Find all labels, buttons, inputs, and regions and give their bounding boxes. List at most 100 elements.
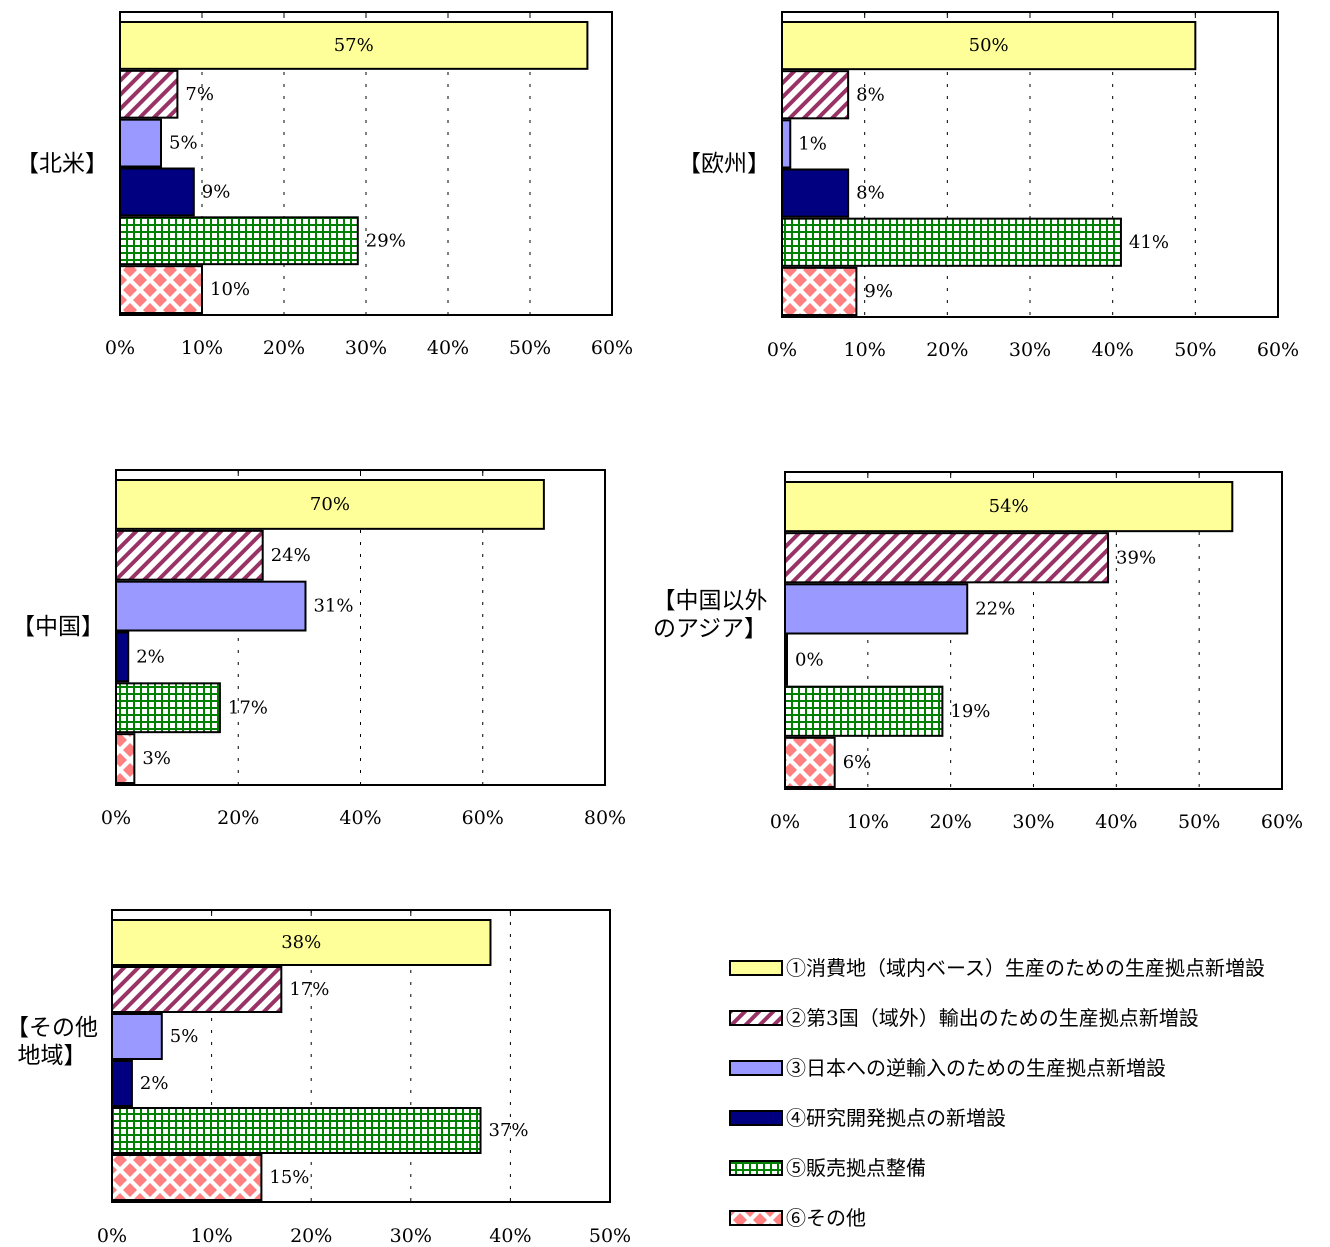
- region-chart-1: 57% 7% 5% 9% 29% 10% 0% 10% 20% 30% 40% 50% 60% 【北米】: [16, 11, 633, 359]
- bar-series-6: [115, 733, 136, 785]
- x-tick-label: 40%: [489, 1225, 531, 1247]
- legend-swatch: [729, 960, 783, 976]
- bar-series-1: [115, 479, 545, 530]
- data-label: 29%: [366, 230, 406, 251]
- data-label: 22%: [975, 598, 1015, 619]
- bar-series-3: [781, 119, 792, 169]
- x-tick-label: 0%: [97, 1225, 127, 1247]
- bar-series-6: [781, 266, 858, 317]
- legend-item-4: ④研究開発拠点の新増設: [729, 1106, 1006, 1130]
- region-label: 【北米】: [16, 151, 108, 177]
- x-tick-label: 40%: [1095, 811, 1137, 833]
- x-tick-label: 40%: [1092, 339, 1134, 361]
- data-label: 8%: [856, 183, 885, 204]
- bar-series-2: [115, 529, 264, 581]
- region-chart-4: 54% 39% 22% 0% 19% 6% 0% 10% 20% 30% 40% 50% 60% 【中国以…: [653, 471, 1303, 833]
- region-label: 【中国以外のアジア】: [653, 588, 768, 642]
- x-tick-label: 30%: [1012, 811, 1054, 833]
- data-label: 15%: [269, 1167, 309, 1188]
- plot-frame: [781, 11, 1279, 318]
- x-tick-label: 60%: [591, 337, 633, 359]
- x-tick-label: 60%: [1261, 811, 1303, 833]
- x-tick-label: 20%: [263, 337, 305, 359]
- bar-series-5: [784, 685, 944, 737]
- data-label: 9%: [202, 181, 231, 202]
- data-label: 8%: [856, 84, 885, 105]
- x-tick-label: 60%: [1257, 339, 1299, 361]
- region-label: 【中国】: [12, 614, 104, 640]
- plot-frame: [119, 11, 613, 316]
- legend-item-1: ①消費地（域内ベース）生産のための生産拠点新増設: [729, 956, 1265, 980]
- legend-swatch: [729, 1060, 783, 1076]
- data-label: 3%: [142, 748, 171, 769]
- bar-series-3: [111, 1013, 163, 1060]
- x-tick-label: 50%: [1174, 339, 1216, 361]
- x-tick-label: 20%: [217, 807, 259, 829]
- x-tick-label: 50%: [1178, 811, 1220, 833]
- legend-label: ③日本への逆輸入のための生産拠点新増設: [786, 1056, 1166, 1080]
- bar-series-2: [784, 532, 1110, 584]
- data-label: 6%: [843, 752, 872, 773]
- data-label: 57%: [334, 35, 374, 56]
- bar-series-2: [111, 966, 283, 1013]
- legend-item-5: ⑤販売拠点整備: [729, 1156, 926, 1180]
- data-label: 70%: [310, 494, 350, 515]
- data-label: 17%: [228, 697, 268, 718]
- bar-series-2: [119, 69, 179, 119]
- x-tick-label: 10%: [847, 811, 889, 833]
- bar-series-5: [115, 682, 221, 734]
- bar-series-1: [781, 21, 1197, 71]
- data-label: 5%: [170, 1026, 199, 1047]
- legend-label: ②第3国（域外）輸出のための生産拠点新増設: [786, 1006, 1199, 1030]
- data-label: 31%: [313, 596, 353, 617]
- data-label: 39%: [1116, 547, 1156, 568]
- x-tick-label: 50%: [589, 1225, 631, 1247]
- x-tick-label: 50%: [509, 337, 551, 359]
- x-tick-label: 80%: [584, 807, 626, 829]
- data-label: 24%: [271, 545, 311, 566]
- legend-item-2: ②第3国（域外）輸出のための生産拠点新増設: [729, 1006, 1199, 1030]
- x-tick-label: 20%: [290, 1225, 332, 1247]
- region-label: 【その他地域】: [6, 1015, 98, 1069]
- plot-frame: [784, 471, 1283, 790]
- legend-label: ⑤販売拠点整備: [786, 1156, 926, 1180]
- data-label: 10%: [210, 279, 250, 300]
- plot-frame: [115, 469, 606, 786]
- bar-series-5: [119, 216, 359, 266]
- bar-series-6: [119, 265, 203, 314]
- legend-swatch: [729, 1160, 783, 1176]
- data-label: 2%: [136, 646, 165, 667]
- data-label: 17%: [289, 979, 329, 1000]
- data-label: 7%: [185, 84, 214, 105]
- x-tick-label: 30%: [345, 337, 387, 359]
- x-tick-label: 10%: [181, 337, 223, 359]
- region-chart-5: 38% 17% 5% 2% 37% 15% 0% 10% 20% 30% 40% 50% 【その他地域】: [6, 909, 631, 1247]
- legend-item-6: ⑥その他: [729, 1206, 866, 1230]
- data-label: 0%: [795, 650, 824, 671]
- bar-series-4: [111, 1060, 133, 1107]
- bar-series-6: [111, 1154, 263, 1201]
- legend-swatch: [729, 1010, 783, 1026]
- legend-swatch: [729, 1110, 783, 1126]
- data-label: 2%: [140, 1073, 169, 1094]
- x-tick-label: 40%: [427, 337, 469, 359]
- legend-swatch: [729, 1210, 783, 1226]
- x-tick-label: 0%: [770, 811, 800, 833]
- bar-series-1: [111, 919, 492, 966]
- x-tick-label: 10%: [844, 339, 886, 361]
- x-tick-label: 40%: [339, 807, 381, 829]
- bar-series-4: [781, 168, 850, 218]
- bar-series-5: [111, 1107, 482, 1154]
- region-chart-3: 70% 24% 31% 2% 17% 3% 0% 20% 40% 60% 80% 【中国】: [12, 469, 626, 829]
- data-label: 50%: [969, 35, 1009, 56]
- legend-label: ④研究開発拠点の新増設: [786, 1106, 1006, 1130]
- x-tick-label: 20%: [926, 339, 968, 361]
- x-tick-label: 10%: [190, 1225, 232, 1247]
- data-label: 9%: [864, 281, 893, 302]
- legend: ①消費地（域内ベース）生産のための生産拠点新増設 ②第3国（域外）輸出のための生産…: [729, 956, 1265, 1230]
- legend-label: ①消費地（域内ベース）生産のための生産拠点新増設: [786, 956, 1265, 980]
- x-tick-label: 30%: [390, 1225, 432, 1247]
- bar-series-3: [784, 583, 969, 635]
- x-tick-label: 60%: [462, 807, 504, 829]
